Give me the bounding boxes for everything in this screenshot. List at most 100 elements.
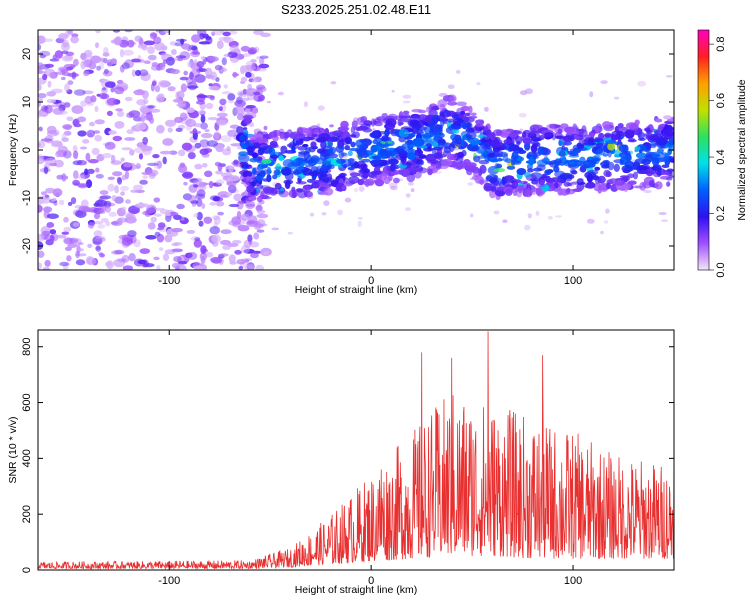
spectrogram-blob	[515, 156, 525, 162]
spectrogram-blob	[554, 182, 559, 189]
spectrogram-blob	[194, 142, 202, 149]
spectrogram-blob	[93, 212, 101, 220]
spectrogram-blob	[147, 162, 159, 166]
spectrogram-blob	[71, 71, 77, 80]
spectrogram-blob	[88, 62, 97, 70]
spectrogram-blob	[150, 64, 160, 71]
spectrogram-blob	[336, 158, 346, 164]
spectrogram-blob	[327, 148, 333, 154]
spectrogram-blob	[256, 209, 266, 215]
spectrogram-blob	[167, 86, 176, 92]
spectrogram-blob	[308, 171, 320, 177]
spectrogram-blob	[516, 140, 521, 146]
spectrogram-blob	[204, 251, 214, 258]
spectrogram-blob	[38, 250, 45, 258]
spectrogram-blob	[63, 237, 76, 245]
spectrogram-blob	[338, 173, 346, 178]
spectrogram-blob	[284, 181, 291, 190]
spectrogram-blob	[89, 121, 95, 127]
spectrogram-blob	[191, 77, 197, 84]
spectrogram-blob	[658, 211, 667, 216]
spectrogram-blob	[627, 173, 635, 179]
spectrogram-blob	[106, 59, 113, 67]
spectrogram-blob	[193, 265, 203, 270]
spectrogram-blob	[244, 108, 251, 114]
spectrogram-blob	[228, 220, 239, 226]
spectrogram-blob	[140, 145, 153, 152]
spectrogram-blob	[297, 166, 304, 171]
spectrogram-blob	[316, 148, 325, 154]
spectrogram-blob	[468, 115, 478, 119]
spectrogram-blob	[645, 126, 650, 134]
spectrogram-blob	[501, 176, 506, 186]
spectrogram-x-tick-label: 100	[564, 275, 582, 287]
spectrogram-blob	[406, 152, 416, 161]
spectrogram-blob	[221, 91, 232, 95]
spectrogram-blob	[384, 142, 389, 151]
spectrogram-blob	[194, 237, 201, 241]
spectrogram-blob	[356, 148, 368, 156]
spectrogram-blob	[110, 86, 115, 93]
spectrogram-blob	[225, 37, 234, 43]
spectrogram-blob	[236, 126, 244, 135]
spectrogram-blob	[332, 130, 344, 137]
spectrogram-blob	[535, 188, 542, 196]
spectrogram-blob	[69, 64, 75, 70]
spectrogram-blob	[160, 52, 169, 57]
spectrogram-blob	[135, 163, 141, 169]
spectrogram-blob	[297, 153, 306, 158]
spectrogram-blob	[127, 39, 135, 48]
spectrogram-blob	[257, 196, 263, 203]
spectrogram-blob	[371, 118, 376, 127]
spectrogram-blob	[349, 134, 357, 138]
spectrogram-blob	[455, 69, 461, 74]
spectrogram-blob	[232, 71, 238, 78]
spectrogram-blob	[159, 81, 172, 87]
spectrogram-blob	[329, 183, 337, 187]
spectrogram-blob	[43, 234, 55, 241]
spectrogram-blob	[489, 132, 496, 141]
spectrogram-blob	[633, 171, 638, 180]
spectrogram-blob	[323, 187, 334, 196]
spectrogram-blob	[248, 241, 260, 248]
spectrogram-blob	[405, 207, 411, 212]
spectrogram-y-tick-label: 20	[21, 48, 33, 60]
colorbar-tick-label: 0.2	[715, 206, 727, 221]
spectrogram-blob	[193, 59, 198, 67]
spectrogram-blob	[602, 121, 612, 129]
spectrogram-blob	[72, 222, 80, 227]
spectrogram-blob	[379, 172, 388, 181]
spectrogram-blob	[259, 55, 269, 59]
spectrogram-blob	[94, 105, 99, 112]
spectrogram-blob	[389, 185, 398, 191]
spectrogram-blob	[67, 243, 78, 248]
spectrogram-blob	[493, 129, 502, 137]
spectrogram-blob	[464, 112, 471, 117]
spectrogram-blob	[95, 30, 101, 34]
spectrogram-blob	[164, 249, 176, 255]
spectrogram-blob	[624, 154, 630, 161]
spectrogram-blob	[187, 81, 198, 91]
spectrogram-blob	[85, 53, 93, 60]
spectrogram-blob	[446, 118, 455, 123]
spectrogram-blob	[64, 102, 71, 108]
snr-panel: -100 0 100 0 200 400 600 800 Height of straight…	[7, 329, 675, 596]
spectrogram-blob	[156, 94, 165, 103]
spectrogram-blob	[204, 129, 210, 133]
spectrogram-blob	[199, 33, 205, 40]
spectrogram-blob	[95, 199, 107, 207]
spectrogram-blob	[140, 113, 146, 123]
spectrogram-blob	[87, 222, 95, 229]
spectrogram-y-tick-label: -10	[21, 190, 33, 206]
spectrogram-blob	[67, 80, 74, 85]
spectrogram-blob	[529, 130, 542, 134]
spectrogram-blob	[159, 62, 166, 71]
spectrogram-blob	[209, 180, 214, 189]
spectrogram-x-tick-label: -100	[158, 275, 180, 287]
spectrogram-blob	[171, 227, 183, 233]
spectrogram-blob	[136, 89, 143, 93]
spectrogram-blob	[415, 159, 425, 166]
spectrogram-blob	[425, 138, 435, 143]
spectrogram-blob	[379, 119, 385, 123]
